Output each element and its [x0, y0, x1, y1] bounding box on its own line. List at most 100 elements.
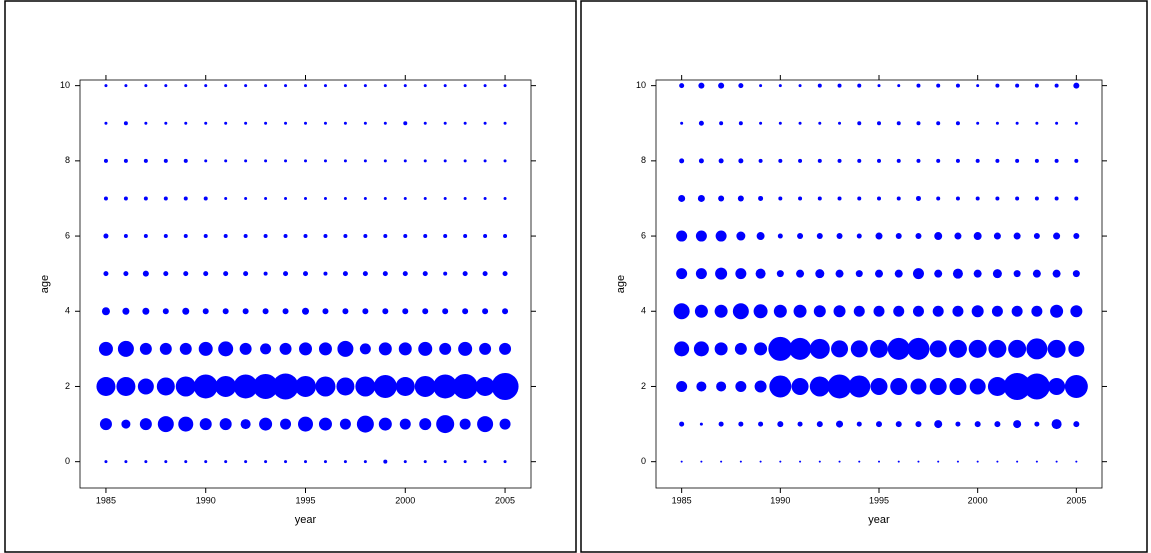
bubble — [422, 271, 428, 277]
bubble — [680, 460, 683, 463]
bubble — [121, 419, 131, 429]
bubble — [378, 342, 392, 356]
bubble — [204, 460, 208, 464]
y-tick-label: 2 — [641, 381, 646, 391]
bubble — [139, 342, 152, 355]
bubble — [323, 460, 327, 464]
bubble — [954, 232, 962, 240]
bubble — [96, 376, 116, 396]
bubble — [759, 121, 763, 125]
bubble — [101, 307, 110, 316]
bubble — [995, 83, 1000, 88]
bubble — [144, 84, 148, 88]
bubble — [838, 121, 842, 125]
bubble — [318, 342, 332, 356]
bubble — [679, 421, 685, 427]
bubble — [260, 343, 272, 355]
bubble — [104, 121, 108, 125]
bubble — [777, 421, 784, 428]
bubble — [877, 196, 881, 201]
bubble — [443, 121, 447, 125]
bubble — [323, 196, 327, 200]
bubble — [768, 336, 793, 361]
bubble — [910, 378, 927, 395]
bubble — [696, 381, 707, 392]
bubble — [756, 232, 765, 241]
bubble — [143, 234, 148, 239]
bubble — [304, 460, 307, 464]
bubble — [403, 84, 407, 88]
bubble — [831, 340, 849, 358]
bubble — [937, 460, 940, 463]
bubble — [870, 339, 888, 358]
bubble — [343, 84, 347, 88]
bubble — [162, 308, 169, 315]
bubble — [1031, 305, 1043, 317]
bubble — [855, 270, 863, 278]
bubble — [678, 194, 686, 202]
bubble — [897, 460, 900, 463]
bubble — [443, 84, 447, 88]
bubble — [915, 421, 922, 428]
bubble — [797, 233, 804, 240]
bubble — [850, 340, 868, 358]
bubble — [244, 460, 248, 464]
bubble — [680, 121, 684, 125]
bubble — [1015, 158, 1020, 163]
bubble — [1011, 305, 1023, 317]
bubble — [242, 308, 249, 315]
bubble — [283, 271, 289, 277]
bubble — [695, 230, 707, 242]
bubble — [164, 460, 168, 464]
bubble — [184, 460, 188, 464]
bubble — [798, 84, 802, 88]
bubble — [502, 308, 509, 315]
bubble — [816, 421, 823, 428]
bubble — [758, 421, 764, 427]
bubble — [363, 196, 367, 200]
bubble — [103, 233, 109, 239]
bubble — [436, 415, 455, 434]
bubble — [182, 307, 190, 315]
bubble — [264, 196, 268, 200]
bubble — [239, 342, 252, 355]
bubble — [1015, 196, 1020, 201]
bubble — [222, 308, 229, 315]
bubble — [777, 233, 783, 239]
bubble — [818, 460, 821, 463]
bubble — [204, 159, 208, 163]
bubble — [720, 460, 723, 463]
bubble — [224, 121, 228, 125]
bubble — [503, 196, 507, 200]
bubble — [183, 158, 188, 163]
x-tick-label: 1995 — [869, 495, 889, 505]
bubble — [343, 159, 347, 163]
bubble — [204, 121, 208, 125]
bubble — [809, 338, 830, 359]
bubble — [244, 159, 248, 163]
bubble — [676, 380, 688, 392]
x-tick-label: 2000 — [395, 495, 415, 505]
bubble — [873, 305, 885, 317]
bubble — [799, 460, 802, 463]
bubble — [932, 305, 944, 317]
bubble — [973, 232, 982, 241]
bubble — [857, 196, 862, 201]
bubble — [183, 271, 189, 277]
bubble — [1055, 460, 1058, 463]
bubble — [929, 377, 947, 395]
bubble — [818, 121, 822, 125]
bubble — [403, 460, 407, 464]
bubble — [912, 305, 924, 317]
bubble — [223, 271, 229, 277]
bubble — [363, 460, 367, 464]
bubble — [403, 121, 408, 126]
bubble — [458, 341, 473, 356]
bubble — [104, 84, 108, 88]
bubble — [758, 158, 763, 163]
bubble — [878, 460, 880, 463]
bubble — [1070, 305, 1083, 318]
bubble — [423, 84, 427, 88]
bubble — [159, 342, 172, 355]
bubble — [223, 234, 228, 239]
